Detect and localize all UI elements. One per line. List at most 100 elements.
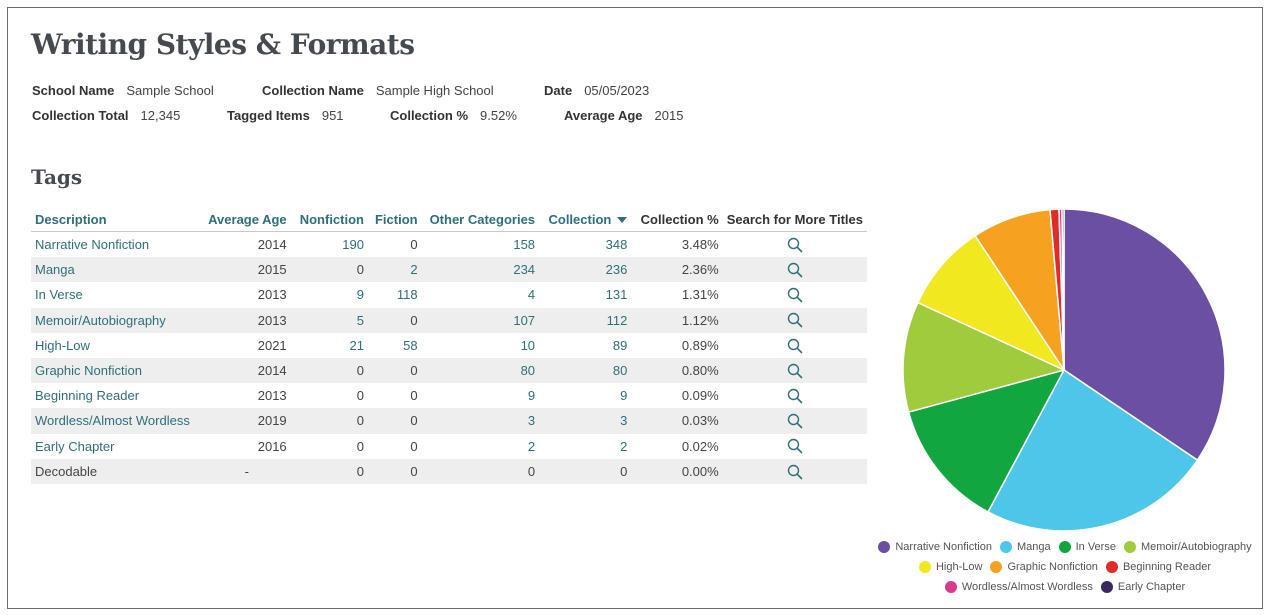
search-icon[interactable] [787,236,803,253]
cell-nonfiction: 0 [290,257,368,283]
cell-fiction: 0 [410,438,418,454]
legend-swatch [999,541,1012,553]
pie-slice-early-chapter[interactable] [1061,208,1065,371]
cell-other-categories[interactable]: 4 [527,287,536,303]
cell-collection[interactable]: 3 [539,408,632,434]
table-header-row: Description Average Age Nonfiction Ficti… [31,207,867,232]
search-icon[interactable] [787,312,803,328]
cell-collection[interactable]: 112 [539,307,632,333]
cell-other-categories[interactable]: 107 [421,307,540,333]
header-collection[interactable]: Collection [539,207,632,232]
cell-average-age: 2015 [202,257,291,283]
cell-description[interactable]: Graphic Nonfiction [31,357,203,384]
cell-collection[interactable]: 2 [620,438,628,454]
search-more-titles-cell [722,357,867,384]
meta-collection-pct: Collection % 9.52% [390,108,517,123]
tags-table-body: Narrative Nonfiction 2014 190 0 158 348 3.48% M… [31,232,867,484]
meta-collection-name: Collection Name Sample High School [262,83,494,98]
cell-other-categories[interactable]: 10 [520,337,536,353]
cell-average-age: 2014 [257,237,287,253]
pie-slice-memoir-autobiography[interactable] [902,301,1067,413]
cell-collection[interactable]: 89 [612,337,628,353]
search-icon[interactable] [787,287,803,303]
legend-item[interactable]: Wordless/Almost Wordless [944,581,1093,593]
header-fiction[interactable]: Fiction [367,207,422,232]
cell-collection: 0 [539,458,632,484]
cell-other-categories[interactable]: 9 [527,388,536,404]
legend-swatch [990,561,1003,573]
search-more-titles-cell [723,333,867,358]
pie-slice-high-low[interactable] [916,234,1067,372]
pie-slice-narrative-nonfiction[interactable] [1063,208,1226,462]
cell-nonfiction[interactable]: 9 [356,287,364,303]
legend-item[interactable]: High-Low [918,561,982,573]
pie-slice-in-verse[interactable] [907,368,1066,513]
cell-collection-pct: 0.02% [681,438,719,454]
cell-description[interactable]: High-Low [35,337,90,353]
cell-description[interactable]: In Verse [35,287,83,303]
header-collection-pct[interactable]: Collection % [631,207,723,232]
cell-description[interactable]: Beginning Reader [35,388,140,404]
cell-other-categories[interactable]: 2 [527,438,536,454]
legend-item[interactable]: Narrative Nonfiction [878,541,992,553]
cell-collection[interactable]: 131 [605,287,628,303]
legend-swatch [878,541,891,553]
search-icon[interactable] [787,463,803,479]
page-title: Writing Styles & Formats [31,28,415,61]
cell-nonfiction[interactable]: 190 [342,237,364,253]
pie-legend: Narrative Nonfiction Manga In Verse Memoir/… [870,537,1260,597]
search-icon[interactable] [787,413,803,429]
cell-collection-pct: 0.89% [681,337,719,353]
tags-pie-chart [902,208,1226,532]
pie-slice-manga[interactable] [987,368,1199,532]
cell-other-categories[interactable]: 234 [421,257,540,283]
search-icon[interactable] [787,262,803,278]
header-other-categories[interactable]: Other Categories [421,207,540,232]
cell-collection[interactable]: 9 [620,388,628,404]
search-icon[interactable] [787,362,803,379]
cell-collection[interactable]: 348 [605,237,628,253]
legend-row: Narrative Nonfiction Manga In Verse Memoir/… [870,537,1260,557]
cell-other-categories[interactable]: 80 [421,357,540,384]
table-row: In Verse 2013 9 118 4 131 1.31% [31,282,867,307]
search-icon[interactable] [787,387,803,404]
header-description[interactable]: Description [31,207,203,232]
cell-collection[interactable]: 80 [539,357,632,384]
meta-tagged-items: Tagged Items 951 [227,108,344,123]
cell-fiction[interactable]: 118 [396,287,418,303]
legend-item[interactable]: Manga [999,541,1051,553]
meta-collection-total: Collection Total 12,345 [32,108,181,123]
cell-nonfiction[interactable]: 21 [349,337,364,353]
cell-fiction[interactable]: 2 [367,257,422,283]
legend-item[interactable]: Beginning Reader [1105,561,1211,573]
cell-collection[interactable]: 236 [539,257,632,283]
legend-label: Narrative Nonfiction [895,541,992,553]
cell-fiction: 0 [367,408,422,434]
header-nonfiction[interactable]: Nonfiction [290,207,368,232]
legend-label: Early Chapter [1117,581,1186,593]
cell-fiction: 0 [367,307,422,333]
search-more-titles-cell [722,458,867,484]
legend-item[interactable]: Memoir/Autobiography [1123,541,1252,553]
search-more-titles-cell [723,282,867,307]
cell-description[interactable]: Memoir/Autobiography [31,307,203,333]
header-average-age[interactable]: Average Age [202,207,291,232]
legend-item[interactable]: Graphic Nonfiction [990,561,1098,573]
cell-nonfiction[interactable]: 5 [290,307,368,333]
cell-nonfiction: 0 [290,408,368,434]
legend-swatch [1058,541,1071,553]
legend-item[interactable]: In Verse [1058,541,1116,553]
cell-fiction[interactable]: 58 [403,337,418,353]
cell-other-categories[interactable]: 158 [513,237,536,253]
cell-description[interactable]: Wordless/Almost Wordless [31,408,203,434]
legend-item[interactable]: Early Chapter [1100,581,1186,593]
search-icon[interactable] [787,438,803,454]
cell-other-categories[interactable]: 3 [421,408,540,434]
search-icon[interactable] [787,337,803,353]
cell-collection-pct: 0.80% [631,357,723,384]
cell-fiction: 0 [367,458,422,484]
cell-description[interactable]: Manga [31,257,203,283]
cell-description[interactable]: Narrative Nonfiction [35,237,150,253]
legend-row: High-Low Graphic Nonfiction Beginning Read… [870,557,1260,577]
cell-description[interactable]: Early Chapter [35,438,115,454]
